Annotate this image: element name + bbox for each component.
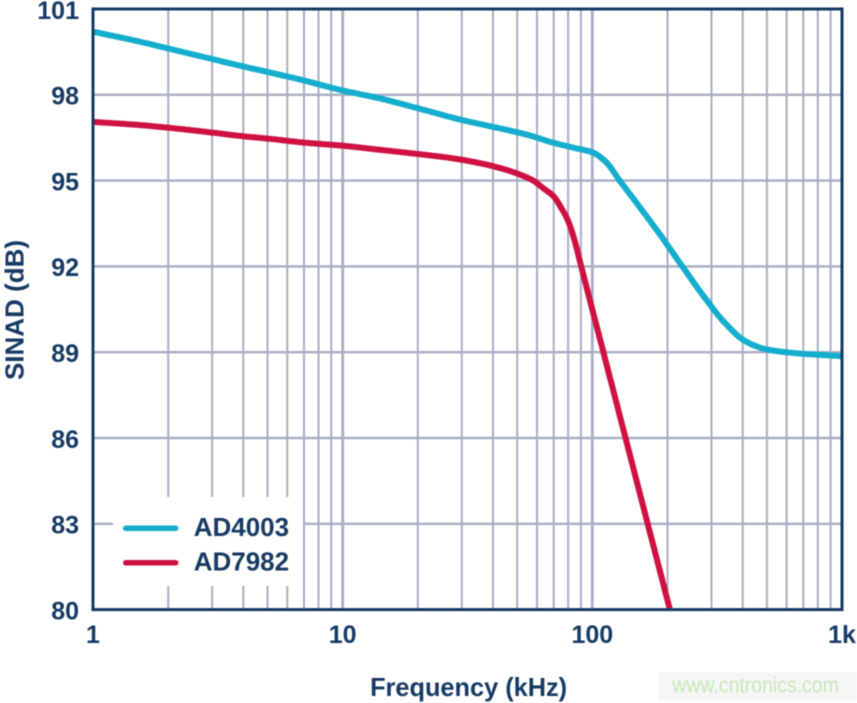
svg-text:95: 95 xyxy=(51,168,79,196)
svg-text:100: 100 xyxy=(571,621,613,649)
svg-text:SINAD (dB): SINAD (dB) xyxy=(0,240,29,380)
svg-text:83: 83 xyxy=(51,512,79,540)
svg-text:AD7982: AD7982 xyxy=(194,547,289,577)
svg-text:92: 92 xyxy=(51,254,79,282)
svg-text:80: 80 xyxy=(51,597,79,625)
svg-text:www.cntronics.com: www.cntronics.com xyxy=(672,672,839,697)
svg-text:10: 10 xyxy=(329,621,357,649)
svg-text:1: 1 xyxy=(86,621,100,649)
svg-text:89: 89 xyxy=(51,340,79,368)
svg-text:AD4003: AD4003 xyxy=(194,512,289,542)
svg-text:98: 98 xyxy=(51,83,79,111)
svg-text:86: 86 xyxy=(51,426,79,454)
svg-text:1k: 1k xyxy=(828,621,856,649)
svg-text:Frequency (kHz): Frequency (kHz) xyxy=(370,672,567,702)
svg-text:101: 101 xyxy=(37,0,79,25)
